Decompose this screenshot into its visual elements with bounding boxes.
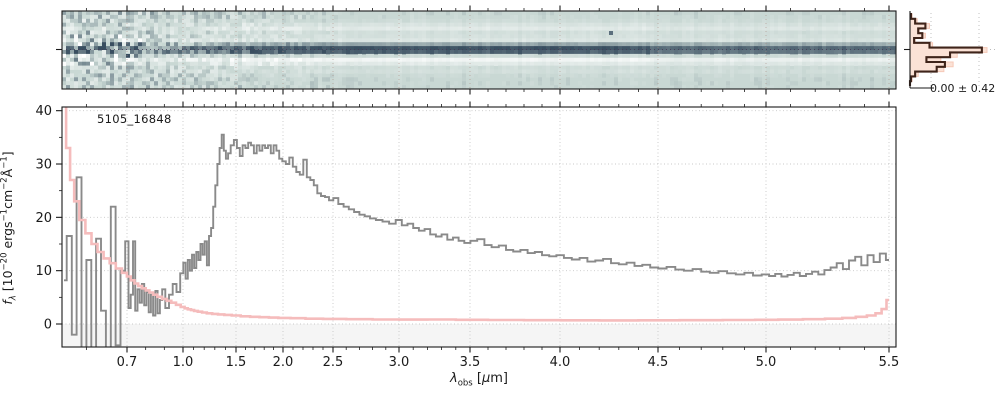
x-tick-label: 5.5 bbox=[879, 355, 900, 370]
y-tick-label: 0 bbox=[44, 318, 52, 333]
x-tick-label: 1.0 bbox=[173, 355, 194, 370]
spec2d-panel bbox=[56, 5, 897, 95]
object-id-annotation: 5105_16848 bbox=[97, 112, 172, 126]
x-tick-label: 2.0 bbox=[273, 355, 294, 370]
spec2d-image bbox=[62, 11, 896, 89]
below-zero-shade bbox=[62, 324, 896, 347]
profile-stats-label: 0.00 ± 0.42 bbox=[930, 82, 996, 95]
y-tick-label: 30 bbox=[35, 158, 52, 173]
y-axis-label: fλ [10−20 ergs−1cm−2Å−1] bbox=[0, 151, 19, 305]
y-tick-label: 20 bbox=[35, 211, 52, 226]
x-tick-label: 3.5 bbox=[460, 355, 481, 370]
profile-panel bbox=[904, 11, 995, 89]
x-tick-label: 5.0 bbox=[756, 355, 777, 370]
error-line bbox=[64, 107, 889, 322]
y-tick-label: 10 bbox=[35, 264, 52, 279]
x-tick-label: 4.5 bbox=[648, 355, 669, 370]
flux-line bbox=[64, 133, 889, 347]
x-tick-label: 2.5 bbox=[323, 355, 344, 370]
spec1d-panel: 0.7 1.0 1.5 2.0 2.5 3.0 3.5 4.0 4.5 5.0 5.5 0 10 20 30… bbox=[35, 101, 900, 370]
profile-model-steps bbox=[908, 12, 983, 86]
x-axis-label: λobs [μm] bbox=[450, 371, 508, 389]
grid bbox=[62, 107, 896, 347]
profile-data-steps bbox=[909, 13, 988, 86]
x-tick-label: 4.0 bbox=[550, 355, 571, 370]
x-tick-label: 1.5 bbox=[226, 355, 247, 370]
y-tick-label: 40 bbox=[35, 104, 52, 119]
x-tick-label: 3.0 bbox=[389, 355, 410, 370]
x-tick-label: 0.7 bbox=[117, 355, 138, 370]
